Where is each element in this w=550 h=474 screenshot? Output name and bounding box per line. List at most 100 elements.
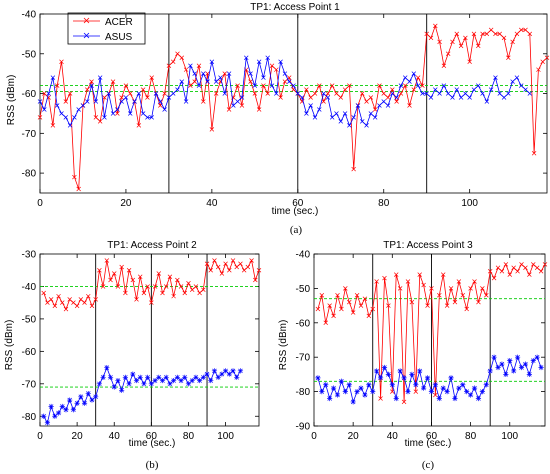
- data-point: [440, 272, 446, 277]
- data-point: [189, 287, 195, 292]
- data-point: [518, 364, 525, 371]
- data-point: [358, 385, 364, 391]
- data-point: [235, 83, 240, 88]
- data-point: [476, 43, 481, 49]
- data-point: [213, 79, 219, 84]
- data-point: [111, 384, 117, 390]
- x-tick-label: 0: [37, 198, 43, 209]
- data-point: [522, 361, 529, 367]
- data-point: [323, 320, 328, 326]
- data-point: [166, 95, 172, 100]
- data-point: [315, 306, 321, 312]
- data-point: [222, 71, 228, 76]
- data-point: [115, 377, 121, 384]
- data-point: [178, 377, 184, 384]
- data-point: [460, 382, 466, 388]
- data-point: [204, 371, 210, 377]
- data-point: [518, 27, 524, 33]
- data-point: [215, 264, 221, 270]
- x-tick-label: 60: [292, 198, 304, 209]
- data-point: [472, 279, 477, 284]
- data-point: [389, 382, 395, 388]
- data-point: [407, 103, 412, 108]
- y-axis-label: RSS (dBm): [4, 320, 15, 371]
- data-point: [63, 99, 69, 104]
- data-point: [197, 290, 202, 296]
- x-tick-label: 40: [109, 431, 121, 442]
- data-point: [368, 111, 374, 116]
- data-point: [441, 63, 447, 68]
- data-point: [428, 389, 435, 395]
- data-point: [215, 374, 221, 380]
- data-point: [149, 300, 154, 305]
- y-tick-label: -80: [22, 169, 37, 180]
- data-point: [506, 55, 511, 61]
- data-point: [354, 293, 360, 298]
- data-point: [374, 279, 379, 284]
- data-point: [463, 91, 468, 96]
- data-point: [42, 91, 47, 96]
- data-point: [483, 382, 489, 388]
- data-point: [145, 374, 151, 380]
- series-line: [39, 24, 548, 190]
- data-point: [342, 111, 348, 116]
- data-point: [467, 59, 472, 64]
- data-point: [538, 364, 544, 371]
- data-point: [424, 375, 431, 381]
- data-point: [437, 39, 442, 45]
- data-point: [321, 99, 326, 104]
- data-point: [351, 166, 356, 172]
- data-point: [497, 31, 502, 37]
- data-point: [527, 91, 533, 96]
- data-point: [523, 87, 528, 92]
- data-point: [72, 174, 77, 180]
- series-asus: [41, 364, 244, 426]
- data-point: [452, 395, 458, 402]
- data-point: [411, 71, 417, 76]
- data-point: [239, 95, 245, 100]
- data-point: [467, 95, 472, 100]
- data-point: [145, 95, 150, 100]
- data-point: [471, 385, 478, 391]
- data-point: [222, 91, 228, 96]
- data-point: [507, 358, 513, 364]
- data-point: [188, 83, 193, 88]
- data-point: [74, 400, 80, 406]
- data-point: [204, 261, 210, 266]
- data-point: [56, 293, 61, 299]
- data-point: [495, 364, 501, 371]
- data-point: [385, 95, 391, 100]
- chart-title: TP1: Access Point 3: [383, 240, 473, 251]
- data-point: [468, 286, 473, 291]
- data-point: [200, 374, 206, 380]
- legend-marker-asus: [83, 32, 90, 39]
- data-point: [372, 107, 378, 112]
- data-point: [102, 95, 107, 100]
- data-point: [140, 87, 146, 92]
- data-point: [222, 368, 229, 374]
- data-point: [209, 127, 215, 132]
- data-point: [93, 297, 98, 302]
- data-point: [338, 378, 345, 384]
- data-point: [484, 31, 490, 37]
- data-point: [366, 382, 372, 388]
- data-point: [358, 303, 364, 308]
- data-point: [401, 399, 407, 405]
- data-point: [178, 284, 184, 289]
- data-point: [269, 63, 275, 68]
- data-point: [393, 272, 399, 277]
- data-point: [354, 389, 360, 395]
- data-point: [381, 91, 386, 96]
- data-point: [409, 299, 415, 305]
- data-point: [382, 275, 387, 281]
- data-point: [123, 83, 129, 88]
- data-point: [355, 103, 361, 108]
- data-point: [542, 262, 548, 267]
- data-point: [175, 87, 180, 92]
- data-point: [137, 274, 143, 279]
- data-point: [149, 75, 154, 80]
- y-tick-label: -50: [296, 284, 311, 295]
- data-point: [458, 95, 464, 100]
- data-point: [351, 115, 356, 120]
